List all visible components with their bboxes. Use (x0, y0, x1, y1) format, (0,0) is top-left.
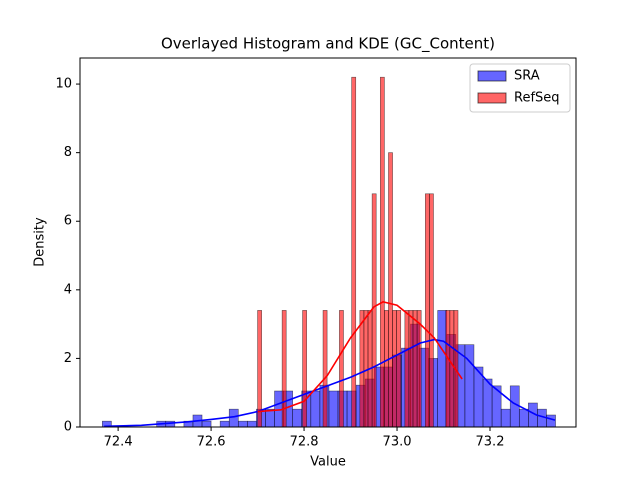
y-tick-label: 8 (64, 145, 72, 160)
y-tick-label: 2 (64, 351, 72, 366)
x-axis-label: Value (310, 455, 346, 470)
bar (219, 420, 230, 428)
y-tick-label: 6 (64, 214, 72, 229)
bar (546, 414, 556, 428)
bar (265, 408, 275, 428)
legend-label: RefSeq (514, 91, 560, 106)
y-axis-label: Density (33, 217, 48, 267)
bar (500, 408, 511, 428)
bar (424, 193, 430, 428)
bar (388, 152, 393, 428)
bar (228, 408, 239, 428)
bar (412, 310, 418, 428)
bar (328, 390, 339, 428)
bar (363, 310, 369, 428)
x-tick-label: 72.6 (197, 435, 226, 450)
chart-title: Overlayed Histogram and KDE (GC_Content) (161, 35, 495, 54)
y-tick-label: 0 (64, 420, 72, 435)
bar (247, 420, 257, 428)
bar (302, 310, 307, 428)
bar (310, 390, 321, 428)
bar (371, 193, 377, 428)
bar (396, 310, 402, 428)
bar (518, 408, 529, 428)
bar (322, 310, 328, 428)
legend-label: SRA (514, 69, 540, 84)
bar (449, 310, 455, 428)
bar (359, 310, 365, 428)
bar (379, 76, 385, 428)
bar (408, 310, 414, 428)
kde-line (257, 300, 463, 413)
legend-swatch (477, 92, 507, 104)
x-tick-label: 72.4 (104, 435, 133, 450)
kde-line (104, 338, 556, 428)
bar (437, 310, 448, 428)
bar (416, 310, 422, 428)
axes-frame (79, 57, 577, 428)
x-tick-label: 73.0 (383, 435, 412, 450)
bar (404, 310, 410, 428)
bar (384, 310, 389, 428)
bar (339, 310, 344, 428)
bar (464, 344, 475, 428)
bar (292, 408, 303, 428)
x-tick-label: 73.2 (476, 435, 505, 450)
bar (392, 310, 397, 428)
legend-swatch (477, 70, 507, 82)
bar (509, 385, 520, 428)
bar (445, 310, 451, 428)
bar (237, 420, 248, 428)
bar (482, 378, 493, 428)
bar (429, 193, 434, 428)
x-tick-label: 72.8 (290, 435, 319, 450)
y-tick-label: 4 (64, 282, 72, 297)
bar (201, 420, 212, 428)
y-tick-label: 10 (55, 77, 72, 92)
